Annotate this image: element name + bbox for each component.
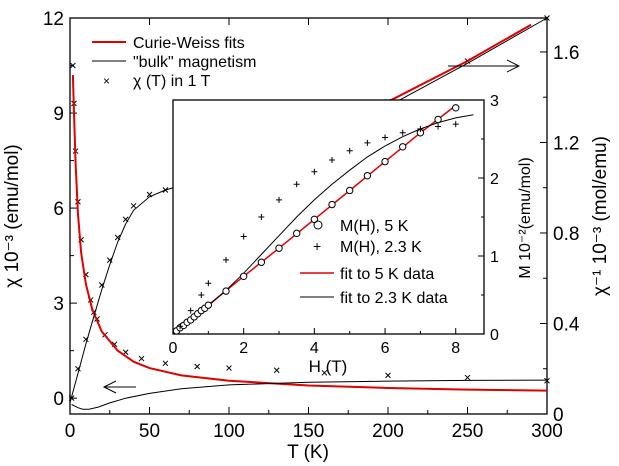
main-x-tick-label: 200: [372, 421, 404, 442]
inset-data-point-plus: [399, 129, 406, 136]
inset-x-tick-label: 0: [169, 340, 178, 357]
main-x-tick-label: 100: [213, 421, 245, 442]
main-data-point: [130, 202, 137, 209]
inset-data-point-circle: [222, 287, 230, 295]
main-y-left-axis-label: χ 10⁻³ (emu/mol): [2, 144, 23, 288]
inset-data-point-plus: [205, 280, 212, 287]
main-x-tick-label: 300: [531, 421, 563, 442]
inset-data-point-plus: [293, 181, 300, 188]
inset-legend-swatch-m5: [313, 220, 323, 230]
main-data-point: [138, 355, 145, 362]
inset-data-point-plus: [177, 323, 184, 330]
inset-data-point-plus: [346, 147, 353, 154]
main-y-left-tick-label: 12: [43, 9, 64, 30]
main-legend: Curie-Weiss fits "bulk" magnetism × χ (T…: [92, 35, 256, 90]
inset-plot-frame: [172, 99, 485, 335]
inset-data-point-plus: [364, 139, 371, 146]
inset-x-tick-label: 2: [239, 340, 248, 357]
inset-x-tick-label: 8: [451, 340, 460, 357]
inset-ticks: 0 2 4 6 8 0 1 2 3: [169, 93, 499, 357]
main-x-tick-label: 250: [452, 421, 484, 442]
arrow-right-axis: [448, 59, 521, 73]
main-data-point: [70, 62, 76, 69]
inset-x-axis-label: H (T): [309, 357, 348, 376]
legend-swatch-chi: ×: [103, 74, 110, 88]
main-data-point: [321, 369, 328, 376]
main-data-point: [544, 377, 550, 384]
inset-y-tick-label: 3: [490, 93, 499, 110]
main-data-point: [273, 367, 280, 374]
legend-label-cw: Curie-Weiss fits: [133, 35, 245, 52]
inset-legend-swatch-m23: +: [313, 238, 321, 254]
inset-x-tick-label: 4: [310, 340, 319, 357]
inset-data-point-plus: [198, 292, 205, 298]
inset-data-point-plus: [417, 125, 424, 132]
inset-data-point-plus: [187, 307, 194, 314]
inset-data-point-circle: [363, 171, 372, 180]
main-data-point: [464, 374, 471, 381]
main-x-axis-label: T (K): [287, 442, 329, 463]
inset-data-point-circle: [292, 229, 301, 238]
inset-data-point-circle: [434, 115, 442, 124]
main-x-tick-label: 150: [293, 421, 325, 442]
inset-legend-label-m5: M(H), 5 K: [340, 218, 409, 235]
inset-x-tick-label: 6: [381, 340, 390, 357]
inset-data-point-circle: [275, 244, 283, 252]
main-data-point: [385, 372, 391, 379]
inset-legend-label-m23: M(H), 2.3 K: [340, 239, 422, 256]
main-y-right-tick-label: 1.2: [553, 133, 579, 154]
inset-data-point-plus: [223, 256, 230, 263]
inset-data-point-circle: [346, 186, 354, 195]
inset-data-point-circle: [381, 157, 389, 166]
inset-data-point-circle: [239, 272, 248, 280]
main-series-line-2: [71, 74, 548, 392]
inset-data-point-circle: [399, 143, 407, 151]
inset-data-point-plus: [382, 134, 389, 141]
inset-data-point-plus: [240, 233, 247, 240]
main-y-left-tick-label: 6: [53, 199, 64, 220]
inset-legend: M(H), 5 K + M(H), 2.3 K fit to 5 K data …: [300, 218, 448, 307]
inset-data-point-plus: [435, 123, 442, 130]
main-x-tick-label: 0: [65, 421, 76, 442]
main-data-point: [194, 363, 201, 370]
inset-y-axis-label: M 10⁻²(emu/mol): [517, 157, 534, 278]
inset-y-tick-label: 0: [490, 327, 499, 344]
inset-series: [172, 104, 474, 335]
main-y-left-tick-label: 0: [53, 389, 64, 410]
main-y-left-tick-label: 3: [53, 294, 64, 315]
inset-legend-label-fit23: fit to 2.3 K data: [340, 290, 448, 307]
inset-data-point-circle: [204, 301, 213, 309]
main-data-point: [226, 365, 232, 371]
main-y-right-tick-label: 0.8: [553, 224, 579, 245]
inset-data-point-plus: [452, 121, 459, 128]
inset-data-point-plus: [276, 196, 283, 203]
inset-data-point-plus: [311, 168, 318, 175]
arrow-left-axis: [102, 380, 136, 394]
main-series-line-4: [71, 379, 548, 410]
inset-data-point-circle: [452, 104, 460, 112]
inset-data-point-plus: [329, 157, 336, 164]
inset-data-point-circle: [328, 200, 336, 209]
legend-label-chi: χ (T) in 1 T: [133, 73, 211, 90]
inset-data-point-plus: [258, 214, 265, 220]
inset-y-tick-label: 1: [490, 249, 499, 266]
main-data-point: [106, 257, 113, 263]
inset-legend-label-fit5: fit to 5 K data: [340, 266, 434, 283]
main-y-right-tick-label: 0.4: [553, 314, 580, 335]
main-y-left-tick-label: 9: [53, 104, 64, 125]
main-y-right-axis-label: χ⁻¹ 10⁻³ (mol/emu): [590, 136, 611, 296]
main-x-tick-label: 50: [139, 421, 160, 442]
main-data-point: [162, 360, 169, 367]
inset-data-point-circle: [257, 258, 266, 266]
main-y-right-tick-label: 0: [553, 405, 564, 426]
inset-y-tick-label: 2: [490, 171, 499, 188]
main-y-right-tick-label: 1.6: [553, 43, 579, 64]
legend-label-bulk: "bulk" magnetism: [133, 54, 256, 71]
